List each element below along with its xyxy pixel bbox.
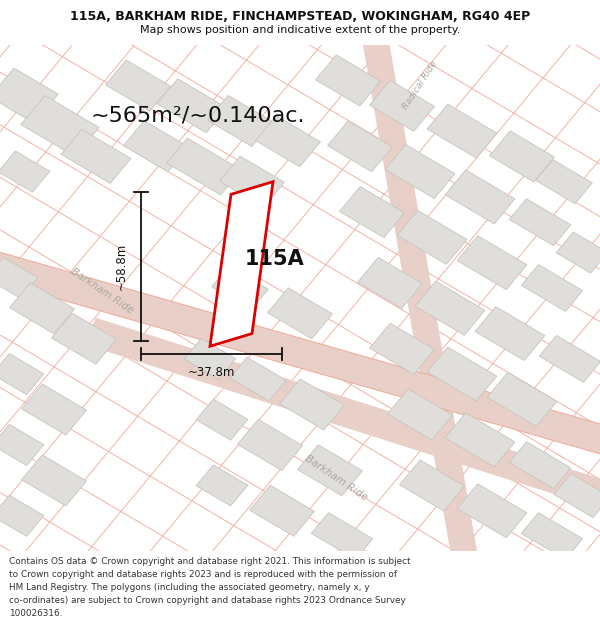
Polygon shape [0,258,38,298]
Polygon shape [250,485,314,536]
Polygon shape [388,389,452,440]
Polygon shape [359,18,481,578]
Polygon shape [490,131,554,182]
Polygon shape [554,474,600,518]
Polygon shape [210,182,273,346]
Polygon shape [316,55,380,106]
Polygon shape [212,266,268,310]
Polygon shape [280,379,344,430]
Polygon shape [184,338,236,379]
Polygon shape [487,372,557,426]
Polygon shape [0,237,600,461]
Polygon shape [22,455,86,506]
Polygon shape [427,347,497,401]
Text: Contains OS data © Crown copyright and database right 2021. This information is : Contains OS data © Crown copyright and d… [9,557,410,566]
Polygon shape [21,96,99,156]
Polygon shape [509,442,571,489]
Text: 115A: 115A [245,249,304,269]
Polygon shape [521,264,583,311]
Polygon shape [328,121,392,172]
Polygon shape [10,282,74,334]
Polygon shape [256,116,320,167]
Polygon shape [385,144,455,199]
Polygon shape [445,413,515,467]
Text: HM Land Registry. The polygons (including the associated geometry, namely x, y: HM Land Registry. The polygons (includin… [9,583,370,592]
Polygon shape [157,79,227,132]
Polygon shape [220,156,284,208]
Polygon shape [208,96,272,146]
Polygon shape [370,80,434,131]
Text: 100026316.: 100026316. [9,609,62,618]
Polygon shape [0,495,44,536]
Polygon shape [509,199,571,246]
Polygon shape [340,186,404,238]
Text: ~58.8m: ~58.8m [115,243,128,290]
Text: ~565m²/~0.140ac.: ~565m²/~0.140ac. [91,106,305,126]
Polygon shape [370,323,434,374]
Polygon shape [84,318,600,516]
Polygon shape [22,384,86,435]
Polygon shape [0,424,44,466]
Polygon shape [397,211,467,264]
Polygon shape [400,460,464,511]
Polygon shape [268,288,332,339]
Polygon shape [196,465,248,506]
Polygon shape [230,357,286,401]
Polygon shape [556,232,600,273]
Polygon shape [0,68,58,123]
Polygon shape [539,336,600,382]
Polygon shape [427,104,497,158]
Polygon shape [52,313,116,364]
Polygon shape [445,170,515,224]
Text: Barkham Ride: Barkham Ride [69,266,135,315]
Polygon shape [124,121,188,172]
Polygon shape [536,160,592,204]
Text: to Crown copyright and database rights 2023 and is reproduced with the permissio: to Crown copyright and database rights 2… [9,570,397,579]
Text: co-ordinates) are subject to Crown copyright and database rights 2023 Ordnance S: co-ordinates) are subject to Crown copyr… [9,596,406,605]
Polygon shape [0,151,50,192]
Text: Map shows position and indicative extent of the property.: Map shows position and indicative extent… [140,25,460,35]
Polygon shape [106,60,170,111]
Polygon shape [358,258,422,309]
Polygon shape [415,281,485,335]
Text: Barkham Ride: Barkham Ride [303,453,369,503]
Polygon shape [521,512,583,559]
Polygon shape [311,512,373,559]
Polygon shape [61,129,131,183]
Polygon shape [167,138,241,195]
Polygon shape [298,445,362,496]
Polygon shape [0,354,44,394]
Polygon shape [457,236,527,289]
Polygon shape [475,307,545,361]
Text: Radical Ride: Radical Ride [401,59,439,111]
Text: 115A, BARKHAM RIDE, FINCHAMPSTEAD, WOKINGHAM, RG40 4EP: 115A, BARKHAM RIDE, FINCHAMPSTEAD, WOKIN… [70,10,530,23]
Polygon shape [238,419,302,471]
Polygon shape [457,484,527,538]
Text: ~37.8m: ~37.8m [188,366,235,379]
Polygon shape [196,399,248,440]
